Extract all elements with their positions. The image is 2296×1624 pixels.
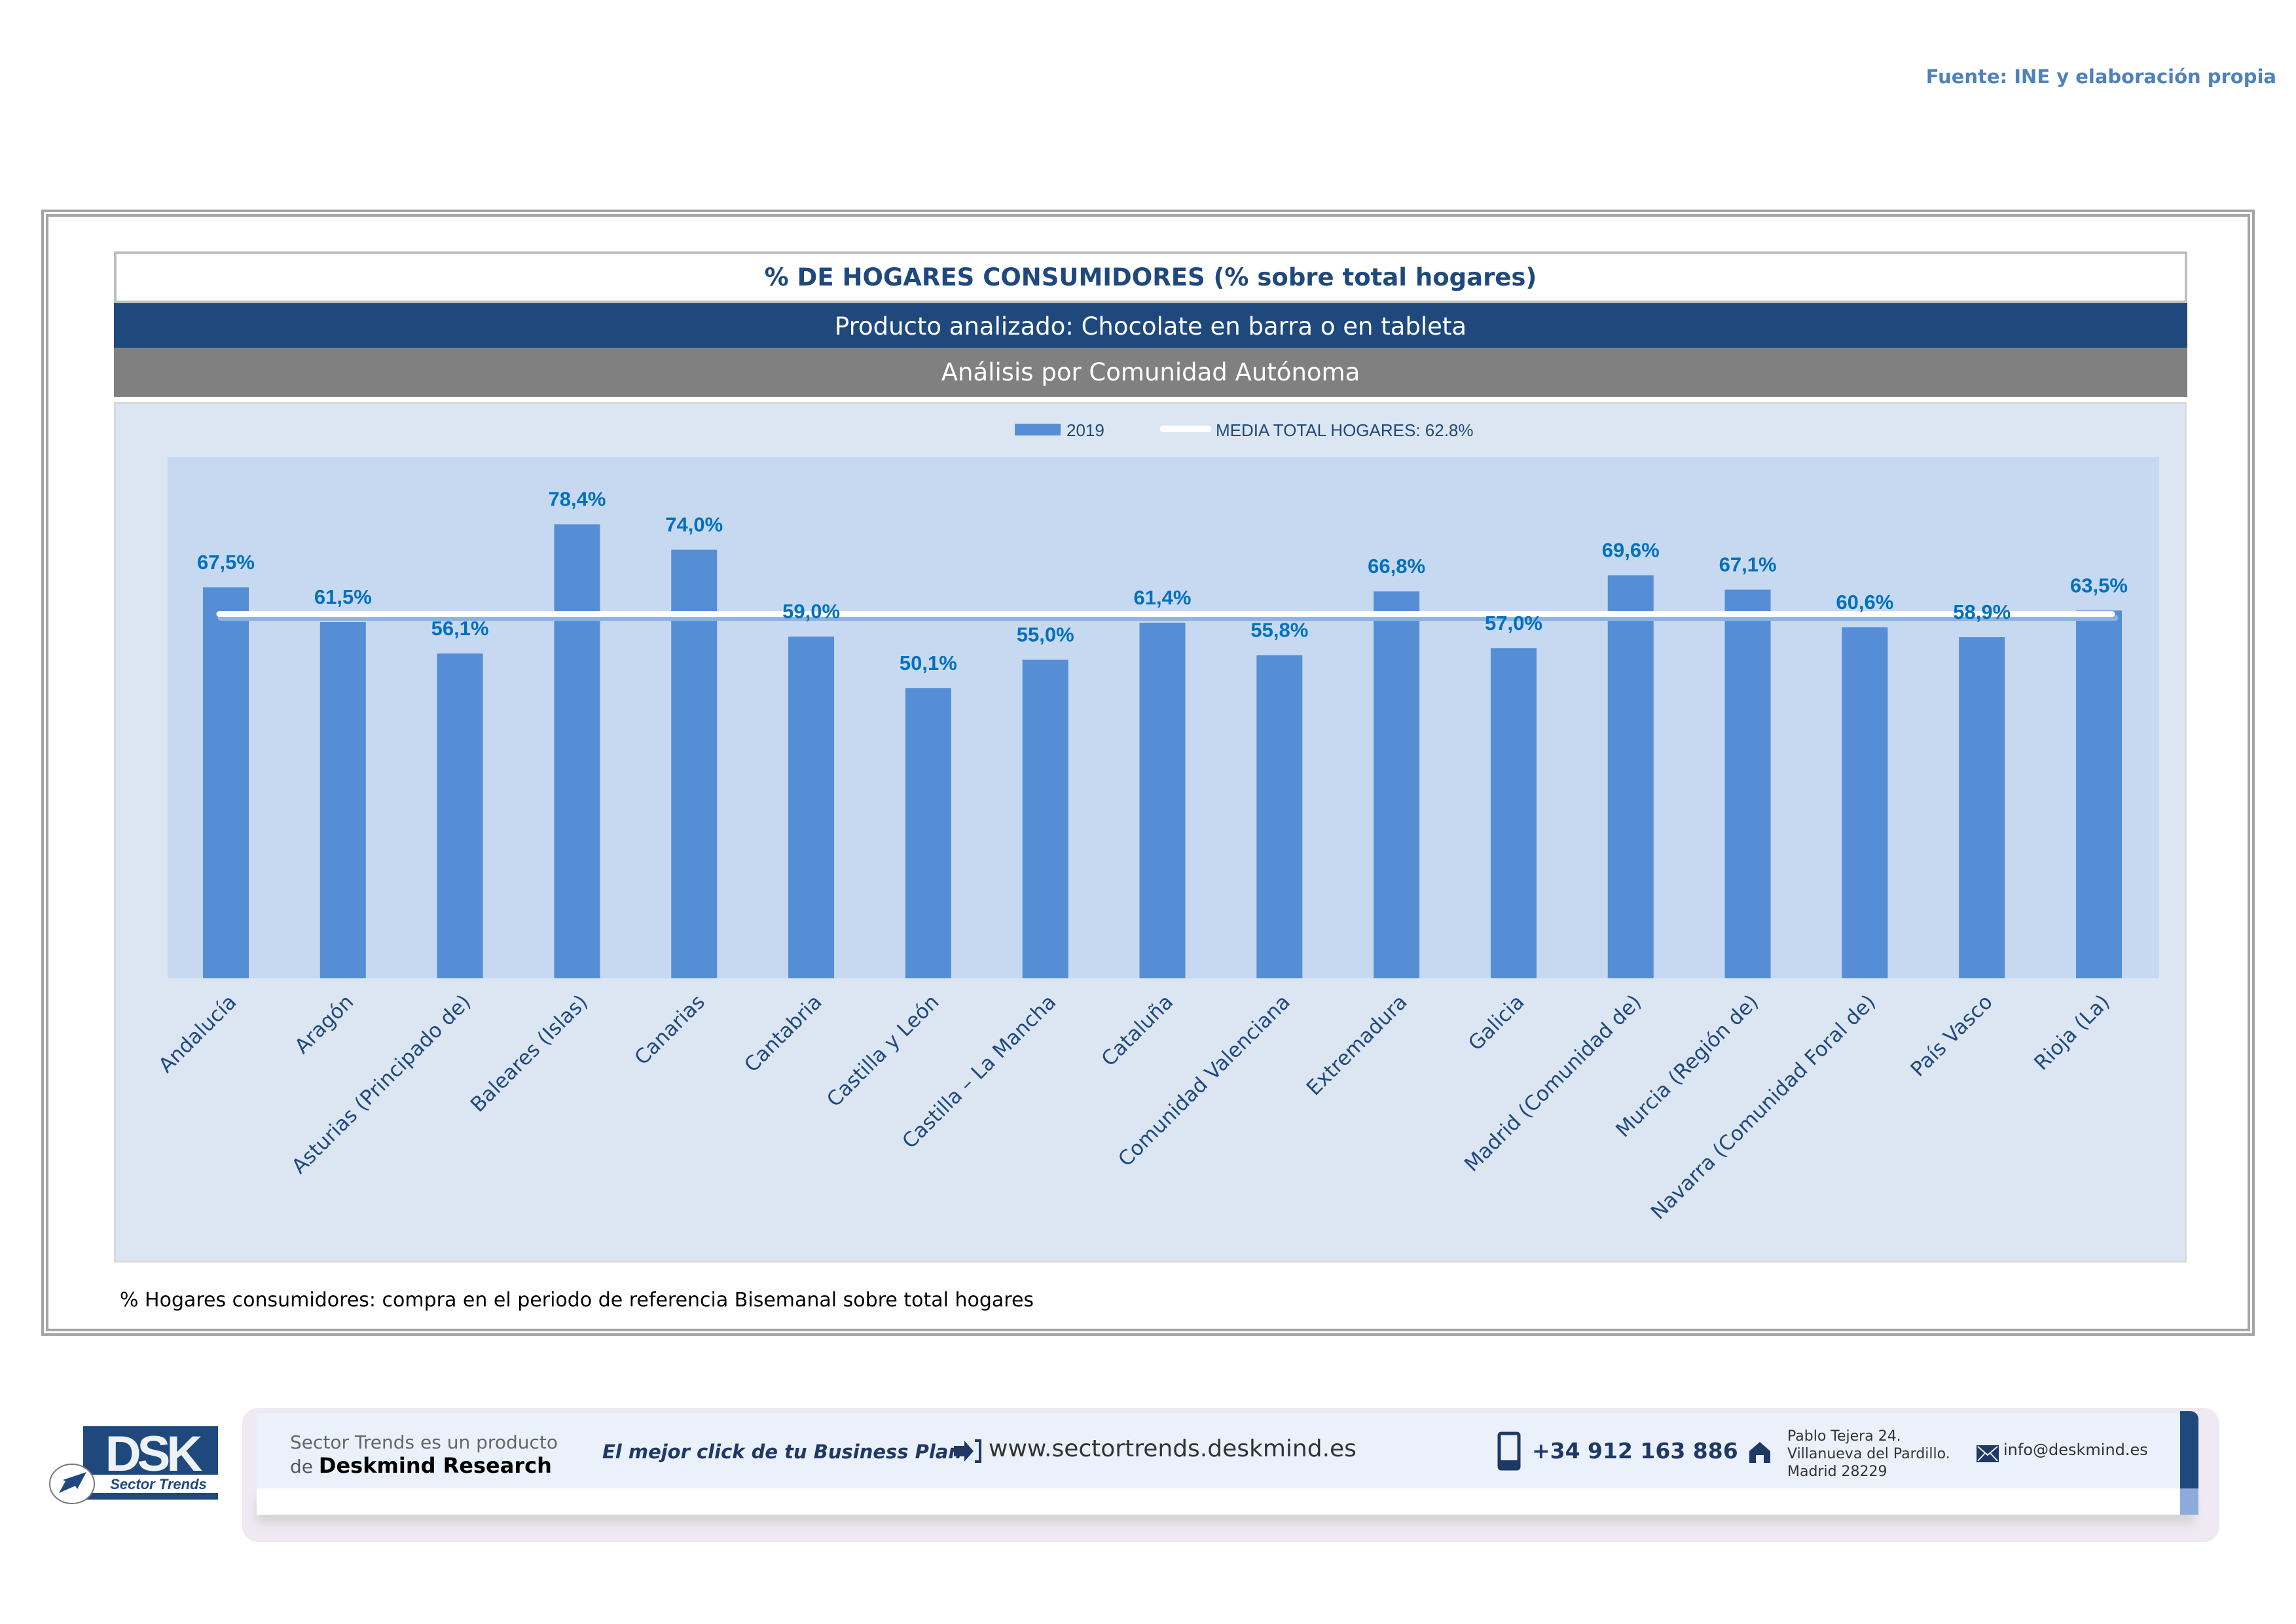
bar <box>554 524 600 978</box>
legend-swatch-average <box>1160 426 1211 432</box>
data-label: 60,6% <box>1836 591 1893 614</box>
bar <box>1022 659 1068 978</box>
bar <box>905 688 951 978</box>
bar <box>671 549 718 978</box>
x-tick-label: Castilla y León <box>822 990 943 1111</box>
x-tick-label: Navarra (Comunidad Foral de) <box>1647 990 1880 1224</box>
product-line-2: de Deskmind Research <box>290 1453 552 1478</box>
data-label: 61,5% <box>314 585 372 608</box>
data-label: 55,0% <box>1017 623 1074 646</box>
x-tick-label: Cantabria <box>740 990 827 1077</box>
website-link[interactable]: www.sectortrends.deskmind.es <box>989 1435 1357 1462</box>
x-tick-label: Baleares (Islas) <box>466 990 592 1116</box>
email-link[interactable]: info@deskmind.es <box>2003 1441 2148 1459</box>
bar <box>1607 575 1654 978</box>
bar <box>1374 591 1420 978</box>
data-label: 69,6% <box>1602 538 1660 561</box>
analysis-banner: Análisis por Comunidad Autónoma <box>114 348 2187 397</box>
legend-label-2019: 2019 <box>1066 420 1104 440</box>
slogan: El mejor click de tu Business Plan <box>602 1441 962 1463</box>
bar <box>1959 637 2005 978</box>
dsk-logo: DSK Sector Trends <box>49 1426 218 1504</box>
data-label: 57,0% <box>1485 612 1542 635</box>
data-label: 67,1% <box>1719 553 1777 576</box>
data-label: 61,4% <box>1134 586 1192 609</box>
x-tick-label: Canarias <box>630 990 709 1069</box>
x-tick-label: Extremadura <box>1302 990 1412 1100</box>
bar <box>437 653 483 978</box>
address: Pablo Tejera 24. Villanueva del Pardillo… <box>1787 1428 1950 1481</box>
home-icon <box>1749 1442 1770 1463</box>
product-line-1: Sector Trends es un producto <box>290 1431 558 1453</box>
report-frame-inner <box>46 214 2250 1331</box>
report-frame-outer <box>41 210 2255 1336</box>
bar <box>203 587 249 978</box>
x-tick-label: Aragón <box>290 990 358 1058</box>
address-line-2: Villanueva del Pardillo. <box>1787 1446 1950 1462</box>
data-label: 63,5% <box>2070 574 2128 597</box>
x-tick-label: Rioja (La) <box>2030 990 2114 1075</box>
address-line-1: Pablo Tejera 24. <box>1787 1428 1901 1445</box>
address-line-3: Madrid 28229 <box>1787 1464 1887 1480</box>
rocket-icon <box>59 1472 86 1493</box>
email-icon <box>1977 1445 1999 1462</box>
bar <box>1724 589 1771 978</box>
bar <box>1490 648 1537 978</box>
logo-sub-text: Sector Trends <box>110 1476 207 1492</box>
legend-swatch-2019 <box>1015 424 1061 435</box>
x-tick-label: Andalucía <box>154 990 241 1077</box>
brand-name: Deskmind Research <box>318 1453 552 1478</box>
link-arrow-icon <box>954 1439 981 1463</box>
footer-banner-bottom <box>257 1488 2195 1515</box>
chart-area: 2019 MEDIA TOTAL HOGARES: 62.8% 67,5% 61,5%… <box>114 402 2187 1263</box>
logo-main-text: DSK <box>105 1426 203 1482</box>
bar <box>1139 622 1186 978</box>
data-label: 55,8% <box>1250 618 1308 641</box>
product-banner: Producto analizado: Chocolate en barra o… <box>114 301 2187 348</box>
legend-label-average: MEDIA TOTAL HOGARES: 62.8% <box>1216 420 1474 440</box>
data-label: 66,8% <box>1368 555 1425 578</box>
footer-banner-edge <box>2180 1411 2198 1488</box>
bar <box>1256 655 1303 978</box>
data-label: 74,0% <box>665 513 723 536</box>
bar <box>2076 610 2122 978</box>
data-label: 58,9% <box>1953 600 2011 623</box>
data-label: 67,5% <box>197 551 255 574</box>
x-tick-label: País Vasco <box>1906 990 1997 1081</box>
bar <box>1842 627 1888 978</box>
data-label: 56,1% <box>431 617 489 640</box>
bar <box>788 637 835 978</box>
bar-chart: 2019 MEDIA TOTAL HOGARES: 62.8% 67,5% 61,5%… <box>154 420 2159 1224</box>
data-label: 78,4% <box>548 488 606 511</box>
phone-number[interactable]: +34 912 163 886 <box>1532 1438 1738 1464</box>
data-label: 59,0% <box>782 600 840 623</box>
footer-banner-edge-lower <box>2180 1488 2198 1515</box>
chart-title: % DE HOGARES CONSUMIDORES (% sobre total… <box>114 251 2187 301</box>
product-line-2-prefix: de <box>290 1456 313 1477</box>
data-label: 50,1% <box>900 652 957 674</box>
source-note: Fuente: INE y elaboración propia <box>1925 65 2276 88</box>
footnote: % Hogares consumidores: compra en el per… <box>120 1289 1034 1312</box>
bar <box>319 622 366 978</box>
x-tick-label: Galicia <box>1464 990 1529 1056</box>
phone-icon <box>1497 1431 1521 1471</box>
x-tick-label: Cataluña <box>1097 990 1178 1071</box>
